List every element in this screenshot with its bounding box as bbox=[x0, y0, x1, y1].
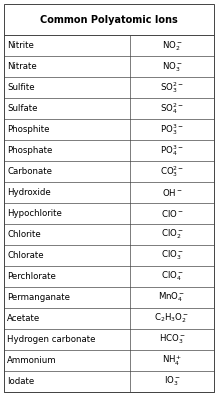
Text: Ammonium: Ammonium bbox=[7, 356, 57, 365]
Text: Acetate: Acetate bbox=[7, 314, 40, 323]
Text: Sulfite: Sulfite bbox=[7, 84, 35, 92]
Text: C$_2$H$_3$O$_2^-$: C$_2$H$_3$O$_2^-$ bbox=[154, 312, 190, 326]
Text: Iodate: Iodate bbox=[7, 377, 34, 386]
Text: Hydroxide: Hydroxide bbox=[7, 188, 51, 197]
Text: Common Polyatomic Ions: Common Polyatomic Ions bbox=[40, 15, 178, 25]
Text: ClO$^-$: ClO$^-$ bbox=[161, 208, 183, 219]
Text: Perchlorate: Perchlorate bbox=[7, 272, 56, 281]
Text: OH$^-$: OH$^-$ bbox=[162, 187, 182, 198]
Text: ClO$_4^-$: ClO$_4^-$ bbox=[161, 270, 183, 284]
Text: PO$_3^{3-}$: PO$_3^{3-}$ bbox=[160, 122, 184, 137]
Text: Phosphite: Phosphite bbox=[7, 126, 49, 134]
Text: Permanganate: Permanganate bbox=[7, 293, 70, 302]
Text: SO$_4^{2-}$: SO$_4^{2-}$ bbox=[160, 101, 184, 116]
Text: ClO$_2^-$: ClO$_2^-$ bbox=[161, 228, 183, 242]
Text: Carbonate: Carbonate bbox=[7, 167, 52, 176]
Text: Sulfate: Sulfate bbox=[7, 105, 37, 113]
Text: PO$_4^{3-}$: PO$_4^{3-}$ bbox=[160, 143, 184, 158]
Text: NO$_3^-$: NO$_3^-$ bbox=[162, 60, 182, 74]
Text: Hypochlorite: Hypochlorite bbox=[7, 209, 62, 218]
Text: Chlorate: Chlorate bbox=[7, 251, 44, 260]
Text: Nitrite: Nitrite bbox=[7, 42, 34, 50]
Text: ClO$_3^-$: ClO$_3^-$ bbox=[161, 249, 183, 263]
Text: NH$_4^+$: NH$_4^+$ bbox=[162, 354, 182, 367]
Text: SO$_3^{2-}$: SO$_3^{2-}$ bbox=[160, 80, 184, 95]
Text: HCO$_3^-$: HCO$_3^-$ bbox=[158, 333, 186, 346]
Text: CO$_3^{2-}$: CO$_3^{2-}$ bbox=[160, 164, 184, 179]
Text: MnO$_4^-$: MnO$_4^-$ bbox=[158, 291, 186, 305]
Text: Phosphate: Phosphate bbox=[7, 146, 52, 155]
Text: Hydrogen carbonate: Hydrogen carbonate bbox=[7, 335, 95, 344]
Text: NO$_2^-$: NO$_2^-$ bbox=[162, 39, 182, 53]
Text: IO$_3^-$: IO$_3^-$ bbox=[164, 375, 181, 388]
Text: Nitrate: Nitrate bbox=[7, 63, 37, 71]
Text: Chlorite: Chlorite bbox=[7, 230, 41, 239]
